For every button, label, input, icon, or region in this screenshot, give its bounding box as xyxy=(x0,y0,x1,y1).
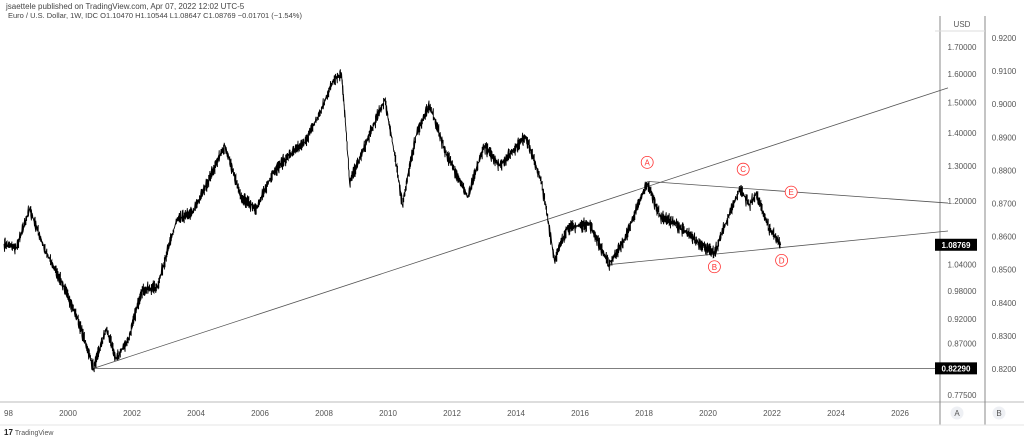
time-tick: 2022 xyxy=(763,409,781,418)
scale-button-label: A xyxy=(954,409,960,418)
time-tick: 2016 xyxy=(571,409,589,418)
time-tick: 2008 xyxy=(315,409,333,418)
price-tick-b: 0.8300 xyxy=(992,332,1017,341)
price-tick-b: 0.8600 xyxy=(992,233,1017,242)
scale-button-a[interactable] xyxy=(950,406,964,420)
time-tick: 2002 xyxy=(123,409,141,418)
wave-label-circle xyxy=(784,185,798,199)
wave-label-text: D xyxy=(779,256,785,265)
price-tick-a: 0.87000 xyxy=(948,340,977,349)
wave-label-text: A xyxy=(645,158,651,167)
price-tick-a: 0.77500 xyxy=(948,391,977,400)
price-tick-a: 0.98000 xyxy=(948,287,977,296)
wave-label-circle xyxy=(640,155,654,169)
price-tick-b: 0.9200 xyxy=(992,34,1017,43)
symbol-legend: Euro / U.S. Dollar, 1W, IDC O1.10470 H1.… xyxy=(8,11,302,20)
wave-label-text: E xyxy=(789,188,794,197)
wave-label-a: A xyxy=(640,155,654,169)
time-tick: 2014 xyxy=(507,409,525,418)
price-tick-a: 1.20000 xyxy=(948,197,977,206)
time-tick: 2026 xyxy=(891,409,909,418)
wave-label-c: C xyxy=(736,162,750,176)
publisher-line: jsaettele published on TradingView.com, … xyxy=(6,2,245,11)
wave-label-circle xyxy=(775,253,788,267)
price-tick-a: 1.60000 xyxy=(948,70,977,79)
price-tick-b: 0.8400 xyxy=(992,299,1017,308)
wave-label-text: B xyxy=(712,263,717,272)
price-tick-a: 0.92000 xyxy=(948,315,977,324)
trendline-2 xyxy=(647,180,949,204)
price-label-text: 0.82290 xyxy=(942,364,971,373)
time-tick: 2012 xyxy=(443,409,461,418)
price-label-box xyxy=(935,362,977,375)
price-series-line xyxy=(3,69,782,373)
price-tick-a: 1.50000 xyxy=(948,98,977,107)
price-tick-b: 0.8700 xyxy=(992,200,1017,209)
wave-label-e: E xyxy=(784,185,798,199)
trendline-3 xyxy=(608,230,949,266)
price-tick-b: 0.9100 xyxy=(992,67,1017,76)
price-tick-b: 0.8900 xyxy=(992,133,1017,142)
wave-label-d: D xyxy=(775,253,788,267)
time-tick: 2000 xyxy=(59,409,77,418)
time-tick: 98 xyxy=(4,409,13,418)
scale-button-label: B xyxy=(996,409,1001,418)
price-tick-b: 0.8500 xyxy=(992,266,1017,275)
wave-label-text: C xyxy=(740,165,746,174)
time-tick: 2006 xyxy=(251,409,269,418)
currency-label: USD xyxy=(954,20,971,29)
price-label-box xyxy=(935,238,977,251)
wave-label-circle xyxy=(736,162,750,176)
price-tick-b: 0.9000 xyxy=(992,100,1017,109)
scale-button-b[interactable] xyxy=(992,406,1006,420)
price-tick-b: 0.8800 xyxy=(992,166,1017,175)
price-tick-b: 0.8200 xyxy=(992,365,1017,374)
price-label-text: 1.08769 xyxy=(942,241,971,250)
wave-label-b: B xyxy=(708,260,721,274)
price-tick-a: 1.70000 xyxy=(948,43,977,52)
trendline-0 xyxy=(93,87,949,369)
price-tick-a: 1.40000 xyxy=(948,129,977,138)
time-tick: 2024 xyxy=(827,409,845,418)
price-tick-a: 1.30000 xyxy=(948,162,977,171)
time-tick: 2004 xyxy=(187,409,205,418)
wave-label-circle xyxy=(708,260,721,274)
tradingview-logo-mark: 17 xyxy=(4,428,13,437)
tradingview-logo-text: TradingView xyxy=(14,430,54,437)
time-tick: 2020 xyxy=(699,409,717,418)
time-tick: 2018 xyxy=(635,409,653,418)
time-tick: 2010 xyxy=(379,409,397,418)
price-tick-a: 1.04000 xyxy=(948,261,977,270)
tradingview-logo[interactable]: 17 TradingView xyxy=(4,428,53,437)
